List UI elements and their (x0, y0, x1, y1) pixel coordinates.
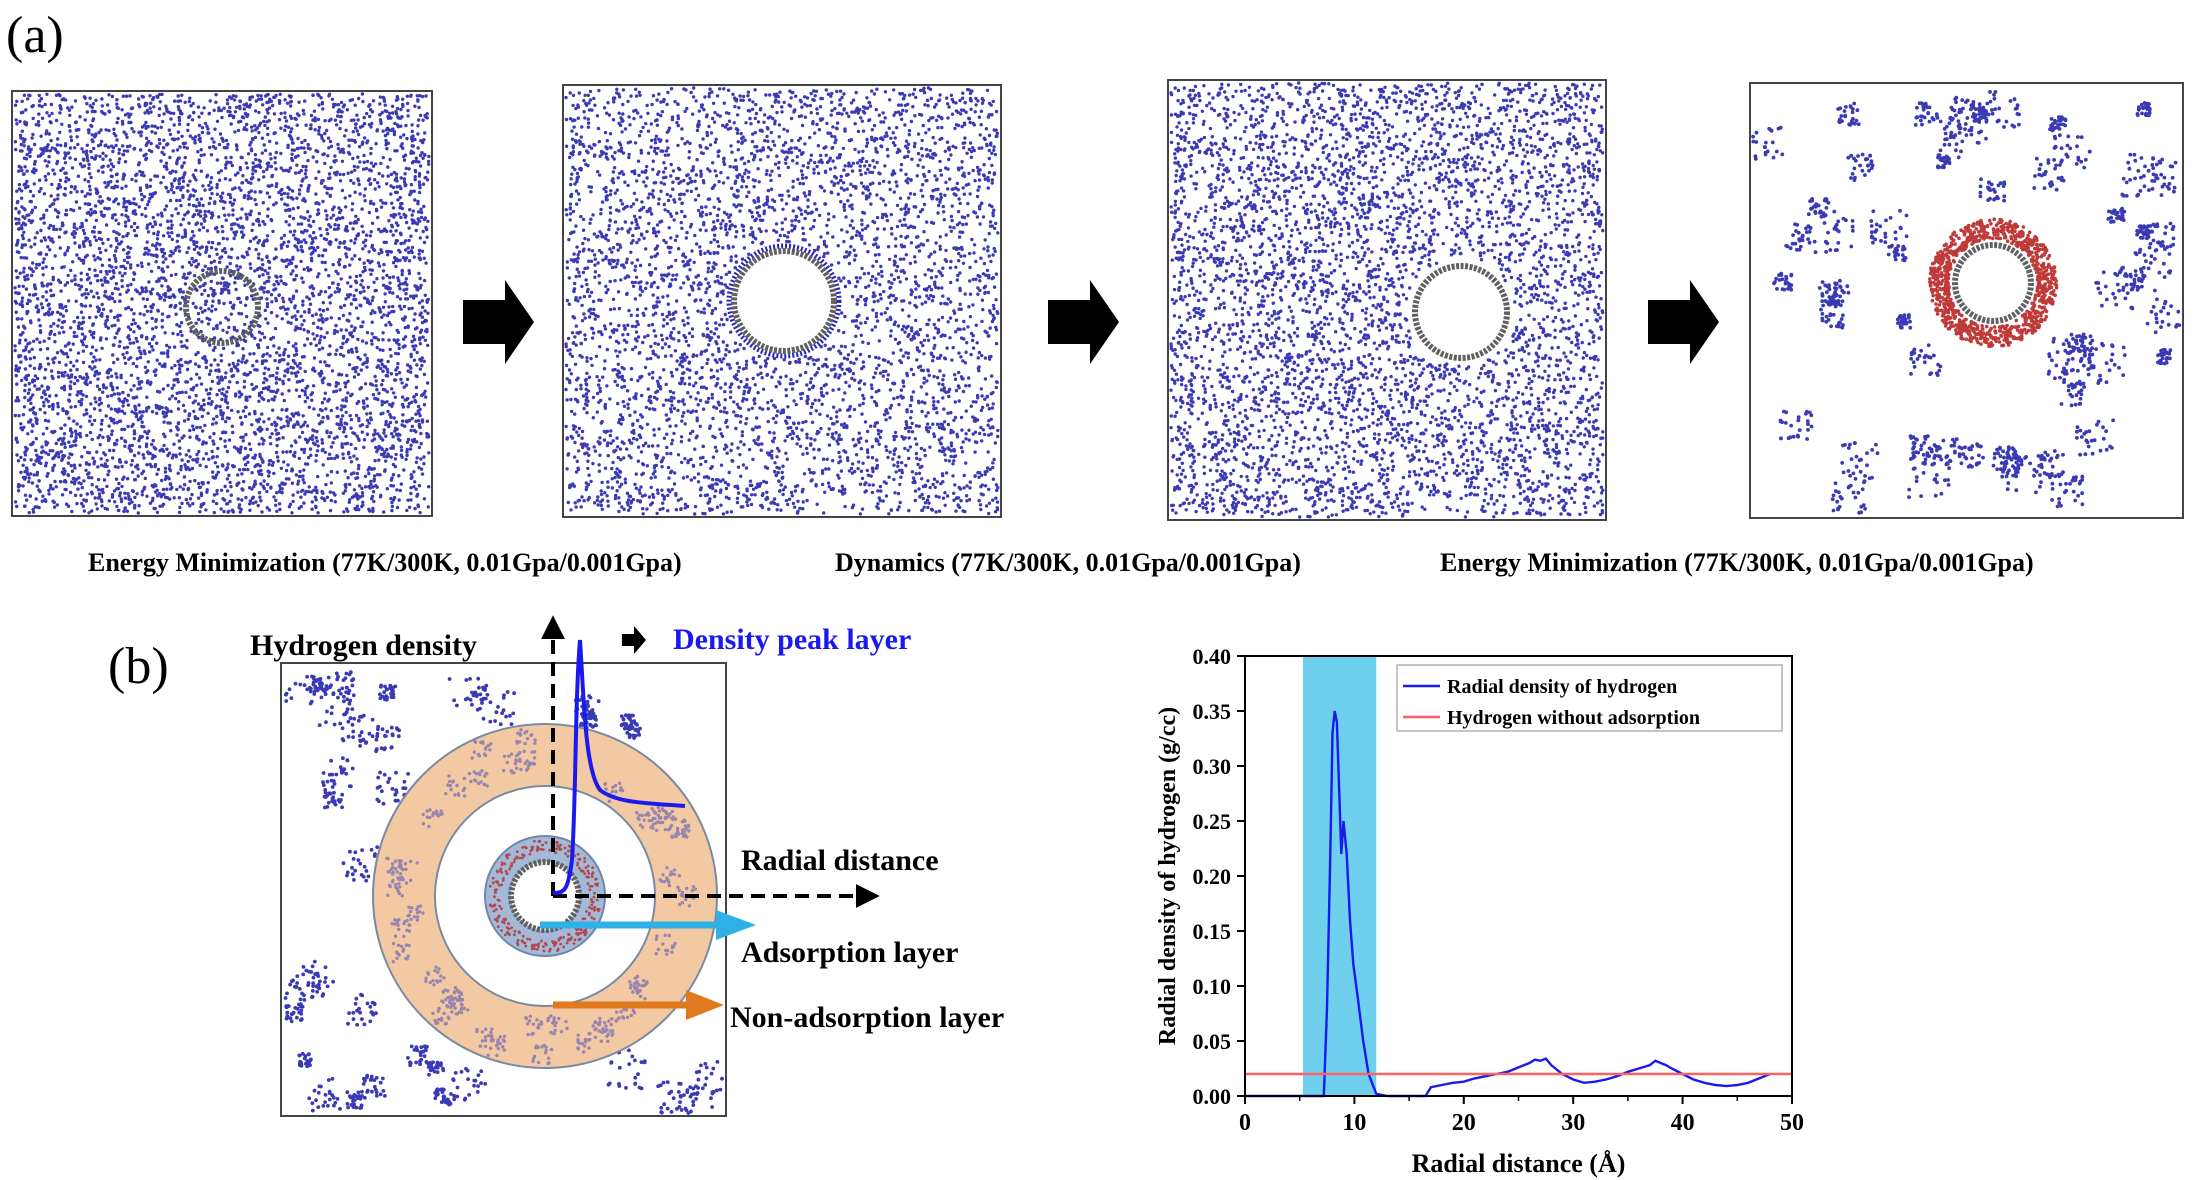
density-peak-pointer-icon (622, 626, 646, 654)
caption-energy-minimization-2: Energy Minimization (77K/300K, 0.01Gpa/0… (1440, 548, 2034, 577)
adsorption-layer-label: Adsorption layer (741, 936, 959, 969)
x-tick-label: 50 (1780, 1110, 1804, 1136)
y-tick-label: 0.30 (1193, 754, 1232, 779)
y-tick-label: 0.10 (1193, 974, 1232, 999)
panel-b-label: (b) (108, 638, 169, 695)
snapshot-1 (12, 91, 432, 516)
hydrogen-density-label: Hydrogen density (250, 629, 477, 662)
y-tick-label: 0.05 (1193, 1029, 1232, 1054)
nanotube-icon (1415, 266, 1507, 358)
radial-distance-label: Radial distance (741, 844, 939, 877)
nanotube-icon (734, 251, 834, 351)
y-tick-label: 0.25 (1193, 809, 1232, 834)
legend-entry-2: Hydrogen without adsorption (1447, 707, 1700, 729)
snapshot-4 (1750, 83, 2183, 518)
snapshot-2 (563, 85, 1001, 517)
legend-entry-1: Radial density of hydrogen (1447, 676, 1677, 698)
y-tick-label: 0.40 (1193, 644, 1232, 669)
y-tick-label: 0.00 (1193, 1084, 1232, 1109)
y-tick-label: 0.20 (1193, 864, 1232, 889)
x-tick-label: 20 (1452, 1110, 1476, 1136)
step-arrow-2 (1048, 280, 1119, 364)
chart-legend: Radial density of hydrogen Hydrogen witho… (1397, 665, 1782, 731)
x-tick-label: 40 (1671, 1110, 1695, 1136)
x-axis-label: Radial distance (Å) (1412, 1149, 1626, 1178)
radial-density-chart: 0 10 20 30 40 50 0.00 0.05 0.10 0.15 0.20 0.25 0.30 0… (1155, 644, 1804, 1178)
x-tick-label: 0 (1239, 1110, 1251, 1136)
y-axis-label: Radial density of hydrogen (g/cc) (1155, 707, 1181, 1045)
caption-dynamics: Dynamics (77K/300K, 0.01Gpa/0.001Gpa) (835, 548, 1301, 577)
density-peak-layer-label: Density peak layer (673, 623, 911, 656)
snapshot-3 (1168, 80, 1606, 520)
step-arrow-3 (1648, 280, 1719, 364)
non-adsorption-layer-label: Non-adsorption layer (730, 1001, 1004, 1034)
panel-a-label: (a) (6, 7, 64, 64)
step-arrow-1 (463, 280, 534, 364)
y-tick-label: 0.35 (1193, 699, 1232, 724)
y-tick-label: 0.15 (1193, 919, 1232, 944)
caption-energy-minimization-1: Energy Minimization (77K/300K, 0.01Gpa/0… (88, 548, 682, 577)
x-tick-label: 10 (1342, 1110, 1366, 1136)
x-tick-label: 30 (1561, 1110, 1585, 1136)
nanotube-icon (1955, 245, 2031, 321)
adsorption-region-band (1303, 656, 1376, 1096)
